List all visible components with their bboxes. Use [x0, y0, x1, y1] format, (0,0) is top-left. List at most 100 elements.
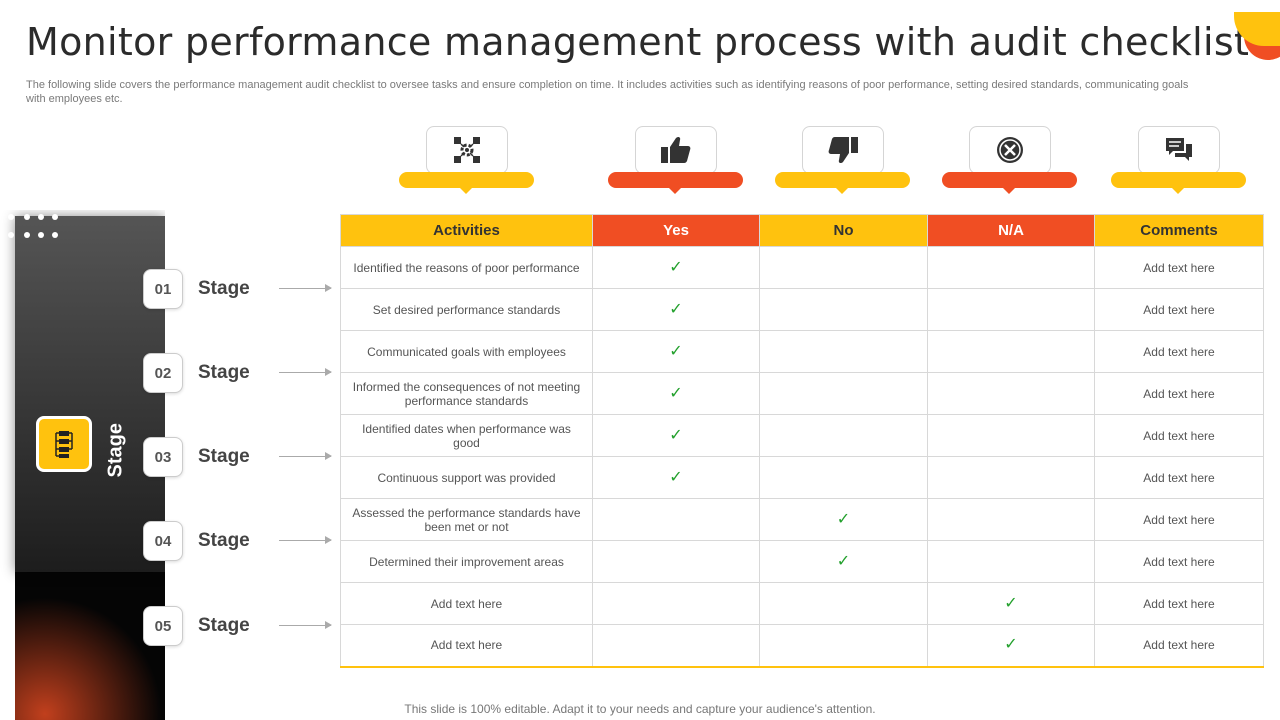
- no-cell: [759, 624, 928, 668]
- yes-cell: ✓: [592, 246, 760, 289]
- stage-number: 01: [143, 269, 183, 309]
- side-stage-label: Stage: [104, 423, 127, 478]
- comment-cell: Add text here: [1094, 582, 1264, 625]
- stage-label: Stage: [198, 278, 250, 299]
- comment-cell: Add text here: [1094, 372, 1264, 415]
- yes-cell: ✓: [592, 372, 760, 415]
- comment-cell: Add text here: [1094, 246, 1264, 289]
- thumbs-down-icon: [802, 126, 884, 174]
- column-header-comments: Comments: [1094, 214, 1264, 247]
- na-cell: ✓: [927, 624, 1095, 668]
- page-subtitle: The following slide covers the performan…: [26, 79, 1189, 105]
- column-header-activities: Activities: [340, 214, 593, 247]
- activity-cell: Continuous support was provided: [340, 456, 593, 499]
- yes-cell: ✓: [592, 288, 760, 331]
- no-cell: ✓: [759, 540, 928, 583]
- checkmark-icon: ✓: [669, 300, 683, 318]
- comment-cell: Add text here: [1094, 540, 1264, 583]
- activity-cell: Determined their improvement areas: [340, 540, 593, 583]
- na-cell: [927, 456, 1095, 499]
- stage-label: Stage: [198, 615, 250, 636]
- activity-cell: Informed the consequences of not meeting…: [340, 372, 593, 415]
- comment-cell: Add text here: [1094, 414, 1264, 457]
- stage-number: 03: [143, 437, 183, 477]
- stage-number: 05: [143, 606, 183, 646]
- yes-cell: [592, 498, 760, 541]
- stage-number: 04: [143, 521, 183, 561]
- no-cell: ✓: [759, 498, 928, 541]
- column-header-yes: Yes: [592, 214, 760, 247]
- checkmark-icon: ✓: [669, 468, 683, 486]
- na-cell: [927, 540, 1095, 583]
- header-bar: [1111, 172, 1246, 194]
- header-bar: [775, 172, 910, 194]
- table-row: Informed the consequences of not meeting…: [340, 372, 1264, 415]
- comment-cell: Add text here: [1094, 288, 1264, 331]
- stage-row: 02 Stage: [143, 353, 332, 393]
- close-circle-icon: [969, 126, 1051, 174]
- activity-cell: Assessed the performance standards have …: [340, 498, 593, 541]
- arrow-right-icon: [279, 452, 332, 460]
- yes-cell: [592, 624, 760, 668]
- yes-cell: [592, 540, 760, 583]
- checkmark-icon: ✓: [836, 552, 851, 570]
- hierarchy-icon: [36, 416, 92, 472]
- table-header-row: Activities Yes No N/A Comments: [340, 214, 1264, 247]
- table-row: Determined their improvement areas ✓ Add t…: [340, 540, 1264, 583]
- page-title: Monitor performance management process w…: [26, 20, 1250, 64]
- yes-cell: ✓: [592, 414, 760, 457]
- corner-decoration: [1234, 12, 1280, 64]
- table-row: Assessed the performance standards have …: [340, 498, 1264, 541]
- no-cell: [759, 456, 928, 499]
- column-header-na: N/A: [927, 214, 1095, 247]
- stage-number: 02: [143, 353, 183, 393]
- stage-row: 01 Stage: [143, 269, 332, 309]
- activity-cell: Identified dates when performance was go…: [340, 414, 593, 457]
- table-row: Add text here ✓ Add text here: [340, 582, 1264, 625]
- chat-comments-icon: [1138, 126, 1220, 174]
- footer-note: This slide is 100% editable. Adapt it to…: [404, 702, 876, 716]
- activity-cell: Set desired performance standards: [340, 288, 593, 331]
- checkmark-icon: ✓: [1004, 636, 1018, 654]
- comment-cell: Add text here: [1094, 624, 1264, 668]
- column-header-no: No: [759, 214, 928, 247]
- checkmark-icon: ✓: [669, 426, 683, 444]
- checkmark-icon: ✓: [1004, 594, 1018, 612]
- left-panel: [0, 210, 165, 720]
- stage-row: 03 Stage: [143, 437, 332, 477]
- table-row: Add text here ✓ Add text here: [340, 624, 1264, 668]
- checkmark-icon: ✓: [669, 258, 683, 276]
- arrow-right-icon: [279, 536, 332, 544]
- yes-cell: ✓: [592, 330, 760, 373]
- no-cell: [759, 582, 928, 625]
- table-row: Communicated goals with employees ✓ Add te…: [340, 330, 1264, 373]
- table-row: Set desired performance standards ✓ Add te…: [340, 288, 1264, 331]
- na-cell: [927, 288, 1095, 331]
- table-row: Continuous support was provided ✓ Add text…: [340, 456, 1264, 499]
- checkmark-icon: ✓: [669, 342, 683, 360]
- yes-cell: ✓: [592, 456, 760, 499]
- arrow-right-icon: [279, 368, 332, 376]
- thumbs-up-icon: [635, 126, 717, 174]
- stage-label: Stage: [198, 446, 250, 467]
- comment-cell: Add text here: [1094, 456, 1264, 499]
- comment-cell: Add text here: [1094, 330, 1264, 373]
- audit-checklist-table: Activities Yes No N/A Comments Identifie…: [340, 214, 1264, 668]
- no-cell: [759, 414, 928, 457]
- activity-cell: Identified the reasons of poor performan…: [340, 246, 593, 289]
- no-cell: [759, 372, 928, 415]
- na-cell: [927, 246, 1095, 289]
- network-gear-icon: [426, 126, 508, 174]
- activity-cell: Add text here: [340, 582, 593, 625]
- na-cell: [927, 498, 1095, 541]
- stage-row: 05 Stage: [143, 606, 332, 646]
- checkmark-icon: ✓: [669, 384, 683, 402]
- arrow-right-icon: [279, 284, 332, 292]
- activity-cell: Add text here: [340, 624, 593, 668]
- no-cell: [759, 330, 928, 373]
- stage-label: Stage: [198, 362, 250, 383]
- arrow-right-icon: [279, 621, 332, 629]
- stage-label: Stage: [198, 530, 250, 551]
- yes-cell: [592, 582, 760, 625]
- header-bar: [399, 172, 534, 194]
